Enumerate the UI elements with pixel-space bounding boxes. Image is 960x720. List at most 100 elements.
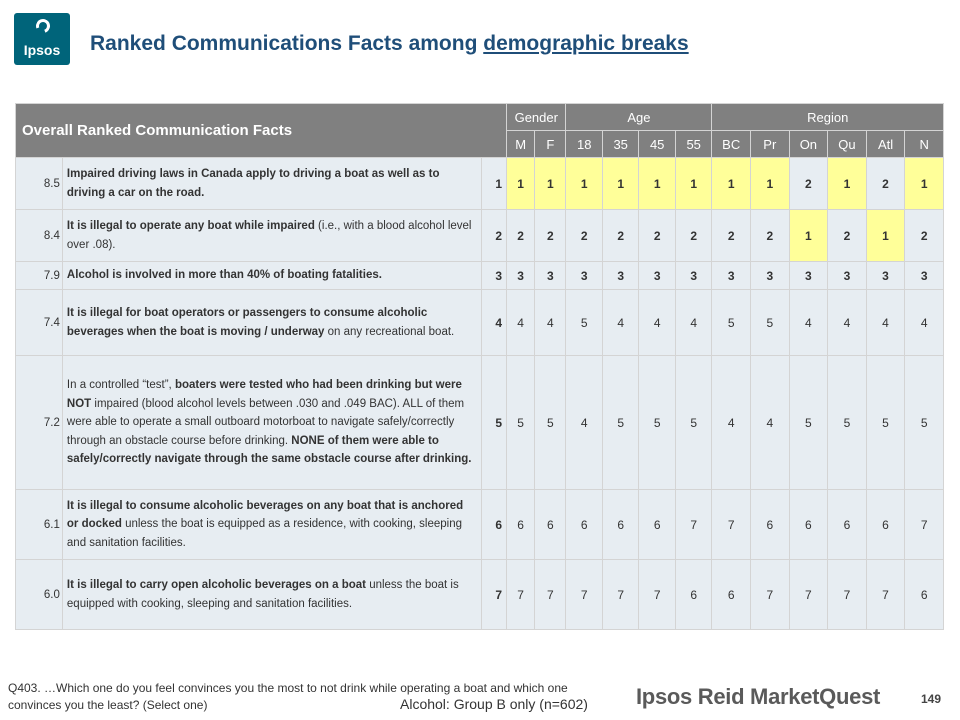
- rank-cell: 5: [711, 289, 751, 356]
- fact-text-bold: boaters were tested who had been drinkin…: [66, 379, 462, 410]
- rank-cell: 4: [904, 289, 944, 356]
- column-header-row: M F 18 35 45 55 BC Pr On Qu Atl N: [16, 130, 944, 158]
- rank-cell: 6: [565, 489, 603, 560]
- rank-cell: 7: [506, 559, 536, 630]
- logo-text: Ipsos: [23, 42, 61, 58]
- rank-cell: 1: [750, 157, 790, 210]
- facts-table: Overall Ranked Communication Facts Gende…: [14, 103, 944, 630]
- page-title: Ranked Communications Facts among demogr…: [90, 32, 689, 56]
- rank-cell: 7: [565, 559, 603, 630]
- mean-score: 6.0: [15, 559, 63, 630]
- fact-text-bold: It is illegal for boat operators or pass…: [66, 307, 428, 338]
- group-region: Region: [711, 103, 944, 131]
- overall-rank: 1: [481, 157, 508, 210]
- rank-cell: 6: [865, 489, 906, 560]
- table-row: 7.9 Alcohol is involved in more than 40% …: [15, 261, 944, 290]
- rank-cell: 1: [788, 209, 829, 262]
- fact-text-regular: unless the boat is equipped as a residen…: [66, 518, 462, 549]
- mean-score: 6.1: [15, 489, 63, 560]
- fact-text-bold: It is illegal to operate any boat while …: [66, 220, 315, 232]
- rank-cell: 6: [506, 489, 536, 560]
- rank-cell: 7: [904, 489, 944, 560]
- table-row: 8.4 It is illegal to operate any boat whi…: [15, 209, 944, 262]
- rank-cell: 1: [601, 157, 640, 210]
- table-row: 6.0 It is illegal to carry open alcoholic…: [15, 559, 944, 630]
- table-row: 6.1 It is illegal to consume alcoholic be…: [15, 489, 944, 560]
- column-header: N: [904, 130, 944, 158]
- column-header: Pr: [750, 130, 790, 158]
- rank-cell: 4: [601, 289, 640, 356]
- rank-cell: 4: [788, 289, 829, 356]
- fact-text: It is illegal to operate any boat while …: [61, 209, 483, 262]
- rank-cell: 1: [674, 157, 713, 210]
- rank-cell: 7: [750, 559, 790, 630]
- rank-cell: 6: [711, 559, 751, 630]
- rank-cell: 6: [904, 559, 944, 630]
- rank-cell: 3: [565, 261, 603, 290]
- rank-cell: 6: [788, 489, 829, 560]
- group-header-row: Overall Ranked Communication Facts Gende…: [14, 103, 944, 158]
- fact-text-regular: impaired (blood alcohol levels between .…: [66, 397, 465, 447]
- overall-rank: 4: [481, 289, 508, 356]
- rank-cell: 4: [506, 289, 536, 356]
- fact-text: It is illegal for boat operators or pass…: [61, 289, 483, 356]
- fact-text-bold: Impaired driving laws in Canada apply to…: [66, 168, 440, 199]
- column-header: 35: [601, 130, 640, 158]
- group-age: Age: [565, 103, 713, 131]
- rank-cell: 3: [638, 261, 676, 290]
- rank-cell: 2: [534, 209, 567, 262]
- rank-cell: 5: [750, 289, 790, 356]
- rank-cell: 3: [788, 261, 829, 290]
- rank-cell: 6: [827, 489, 867, 560]
- rank-cell: 4: [674, 289, 713, 356]
- column-header: Qu: [827, 130, 867, 158]
- rank-cell: 2: [750, 209, 790, 262]
- sample-note: Alcohol: Group B only (n=602): [400, 696, 588, 712]
- rank-cell: 3: [506, 261, 536, 290]
- rank-cell: 4: [750, 355, 790, 490]
- rank-cell: 3: [750, 261, 790, 290]
- rank-cell: 2: [788, 157, 829, 210]
- fact-text-bold: It is illegal to consume alcoholic bever…: [66, 499, 464, 531]
- brand-logo-text: Ipsos Reid MarketQuest: [636, 684, 881, 709]
- group-gender: Gender: [506, 103, 567, 131]
- rank-cell: 1: [534, 157, 567, 210]
- rank-cell: 1: [865, 209, 906, 262]
- table-row: 7.2 In a controlled “test”, boaters were …: [15, 355, 944, 490]
- rank-cell: 4: [638, 289, 676, 356]
- rank-cell: 5: [565, 289, 603, 356]
- mean-score: 7.2: [15, 355, 63, 490]
- rank-cell: 3: [865, 261, 906, 290]
- rank-cell: 3: [534, 261, 567, 290]
- rank-cell: 5: [788, 355, 829, 490]
- overall-rank: 5: [481, 355, 508, 490]
- column-header: 18: [565, 130, 603, 158]
- rank-cell: 6: [674, 559, 713, 630]
- overall-rank: 6: [481, 489, 508, 560]
- rank-cell: 5: [534, 355, 567, 490]
- fact-text-regular: on any recreational boat.: [324, 325, 455, 338]
- column-header: On: [788, 130, 829, 158]
- rank-cell: 3: [827, 261, 867, 290]
- column-header: 45: [638, 130, 676, 158]
- rank-cell: 1: [638, 157, 676, 210]
- rank-cell: 4: [565, 355, 603, 490]
- mean-score: 7.4: [15, 289, 63, 356]
- rank-cell: 7: [534, 559, 567, 630]
- rank-cell: 2: [711, 209, 751, 262]
- rank-cell: 5: [601, 355, 640, 490]
- title-main: Ranked Communications Facts among: [90, 32, 484, 55]
- column-header: M: [506, 130, 536, 158]
- rank-cell: 2: [904, 209, 944, 262]
- fact-text-bold: NONE of them were able to safely/correct…: [66, 434, 472, 466]
- rank-cell: 5: [827, 355, 867, 490]
- rank-cell: 2: [601, 209, 640, 262]
- rank-cell: 1: [827, 157, 867, 210]
- rank-cell: 7: [865, 559, 906, 630]
- fact-text-regular: (i.e., with a blood alcohol level over .…: [66, 220, 472, 251]
- column-header: F: [534, 130, 567, 158]
- rank-cell: 5: [865, 355, 906, 490]
- logo-mark-icon: [33, 16, 53, 36]
- mean-score: 8.5: [15, 157, 63, 210]
- rank-cell: 6: [534, 489, 567, 560]
